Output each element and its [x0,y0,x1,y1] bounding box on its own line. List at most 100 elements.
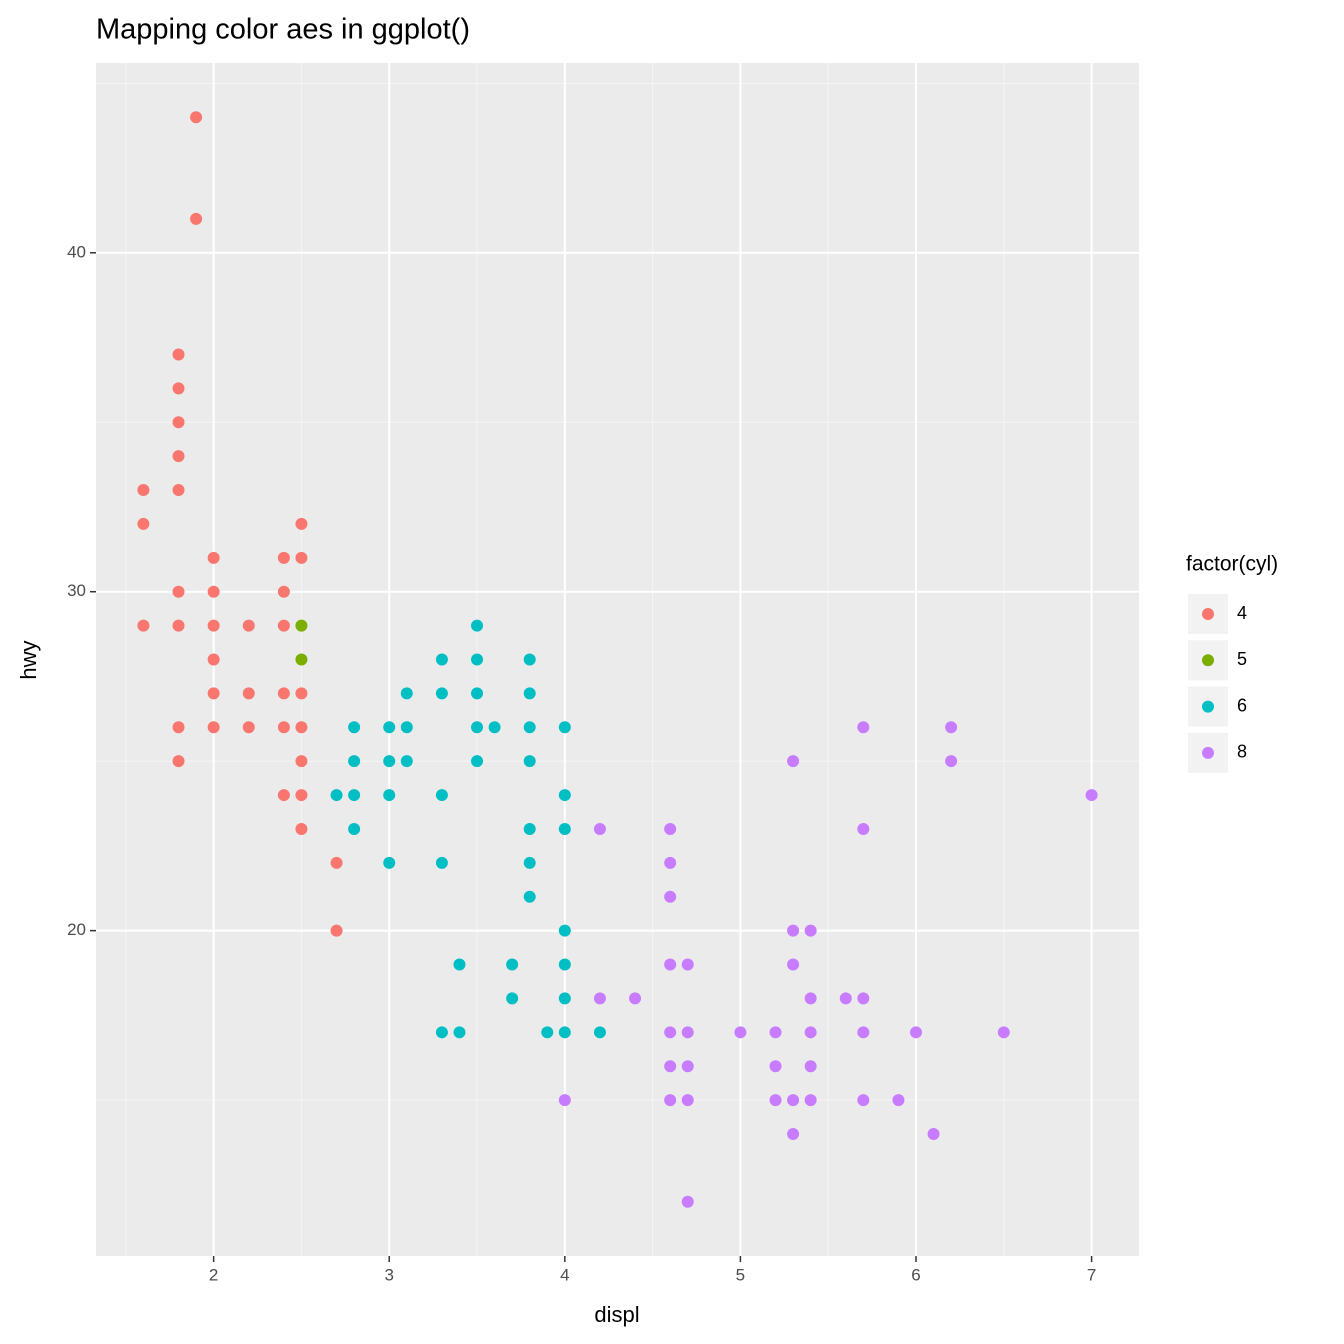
panel [96,63,1139,1256]
point [804,992,817,1005]
point [523,653,536,666]
point [172,348,185,361]
point [997,1026,1010,1039]
point [681,1026,694,1039]
legend-label: 5 [1237,649,1247,669]
point [681,1195,694,1208]
point [295,822,308,835]
point [277,619,290,632]
point [137,517,150,530]
point [172,484,185,497]
point [435,856,448,869]
point [295,653,308,666]
point [172,619,185,632]
point [839,992,852,1005]
point [857,1026,870,1039]
point [172,755,185,768]
point [506,958,519,971]
point [277,789,290,802]
point [207,687,220,700]
point [172,585,185,598]
legend-label: 8 [1237,742,1247,762]
point [295,687,308,700]
point [348,721,361,734]
point [295,551,308,564]
point [172,450,185,463]
point [383,789,396,802]
point [295,721,308,734]
legend-title: factor(cyl) [1186,553,1278,576]
point [857,822,870,835]
point [330,789,343,802]
point [664,890,677,903]
x-tick-label: 6 [911,1265,920,1284]
point [804,924,817,937]
point [734,1026,747,1039]
point [207,721,220,734]
point [471,653,484,666]
point [523,822,536,835]
legend-marker [1202,700,1214,713]
point [172,721,185,734]
point [558,1094,571,1107]
point [435,789,448,802]
point [804,1094,817,1107]
point [277,585,290,598]
point [471,755,484,768]
point [488,721,501,734]
point [207,585,220,598]
point [383,856,396,869]
point [558,924,571,937]
point [664,1094,677,1107]
point [541,1026,554,1039]
point [471,721,484,734]
y-tick-label: 40 [67,242,86,261]
point [523,856,536,869]
point [435,653,448,666]
point [927,1127,940,1140]
point [857,1094,870,1107]
point [523,890,536,903]
point [137,619,150,632]
point [277,687,290,700]
point [664,1060,677,1073]
point [857,992,870,1005]
point [664,856,677,869]
point [400,687,413,700]
point [787,924,800,937]
point [383,755,396,768]
legend-marker [1202,654,1214,667]
point [769,1026,782,1039]
point [769,1060,782,1073]
point [664,1026,677,1039]
point [892,1094,905,1107]
point [664,958,677,971]
point [453,958,466,971]
point [681,1094,694,1107]
point [330,856,343,869]
point [471,619,484,632]
x-tick-label: 3 [384,1265,393,1284]
point [857,721,870,734]
point [558,789,571,802]
x-tick-label: 5 [736,1265,745,1284]
point [207,653,220,666]
x-axis-label: displ [594,1302,639,1327]
point [804,1060,817,1073]
point [172,416,185,429]
point [348,822,361,835]
point [400,755,413,768]
point [207,551,220,564]
point [910,1026,923,1039]
point [681,1060,694,1073]
point [207,619,220,632]
x-tick-label: 2 [209,1265,218,1284]
point [523,687,536,700]
point [383,721,396,734]
chart-title: Mapping color aes in ggplot() [96,14,470,46]
point [190,212,203,225]
point [945,721,958,734]
x-tick-label: 4 [560,1265,569,1284]
point [506,992,519,1005]
